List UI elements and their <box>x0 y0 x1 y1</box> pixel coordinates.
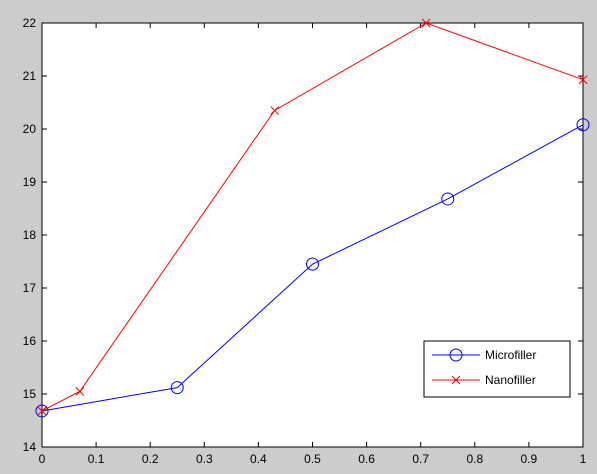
x-tick-label: 0.3 <box>196 452 213 466</box>
x-tick-label: 0.2 <box>142 452 159 466</box>
y-tick-label: 21 <box>23 69 37 83</box>
x-tick-label: 0.9 <box>521 452 538 466</box>
x-tick-label: 0 <box>39 452 46 466</box>
x-tick-label: 0.5 <box>304 452 321 466</box>
x-tick-label: 0.1 <box>88 452 105 466</box>
y-tick-label: 19 <box>23 175 37 189</box>
x-tick-label: 0.6 <box>358 452 375 466</box>
x-marker <box>75 386 85 396</box>
circle-marker <box>449 348 463 362</box>
axis-ticks: 0 0.1 0.2 0.3 0.4 0.5 0.6 0.7 0.8 0.9 1 14 15 16 17 18 1… <box>23 16 587 466</box>
series-layer <box>35 18 590 418</box>
x-marker <box>421 18 431 28</box>
x-marker-stroke <box>451 375 461 385</box>
series-nanofiller <box>37 18 588 416</box>
x-marker-stroke <box>37 406 47 416</box>
circle-marker <box>306 257 319 271</box>
legend-entry: Microfiller <box>432 348 536 362</box>
legend-label: Nanofiller <box>485 373 536 387</box>
x-marker-stroke <box>270 106 279 115</box>
y-tick-label: 15 <box>23 387 37 401</box>
x-tick-label: 0.7 <box>412 452 429 466</box>
x-marker <box>37 406 47 416</box>
x-marker <box>270 106 279 115</box>
y-tick-label: 22 <box>23 16 37 30</box>
x-marker <box>451 375 461 385</box>
series-microfiller <box>35 118 590 418</box>
x-tick-label: 0.8 <box>466 452 483 466</box>
circle-marker <box>576 118 590 132</box>
x-marker-stroke <box>421 18 431 28</box>
series-line <box>41 124 584 412</box>
circle-marker <box>441 192 455 206</box>
x-marker-stroke <box>578 75 588 85</box>
y-tick-label: 17 <box>23 281 37 295</box>
legend: Microfiller Nanofiller <box>423 340 571 398</box>
x-marker <box>578 75 588 85</box>
legend-box <box>423 340 571 398</box>
y-tick-label: 18 <box>23 228 37 242</box>
y-tick-label: 16 <box>23 334 37 348</box>
x-tick-label: 1 <box>580 452 587 466</box>
circle-marker <box>170 381 184 395</box>
legend-entry: Nanofiller <box>432 373 536 387</box>
y-tick-label: 14 <box>23 440 37 454</box>
legend-label: Microfiller <box>485 348 536 362</box>
x-marker-stroke <box>75 386 85 396</box>
x-tick-label: 0.4 <box>250 452 267 466</box>
circle-marker <box>35 404 49 418</box>
y-tick-label: 20 <box>23 122 37 136</box>
